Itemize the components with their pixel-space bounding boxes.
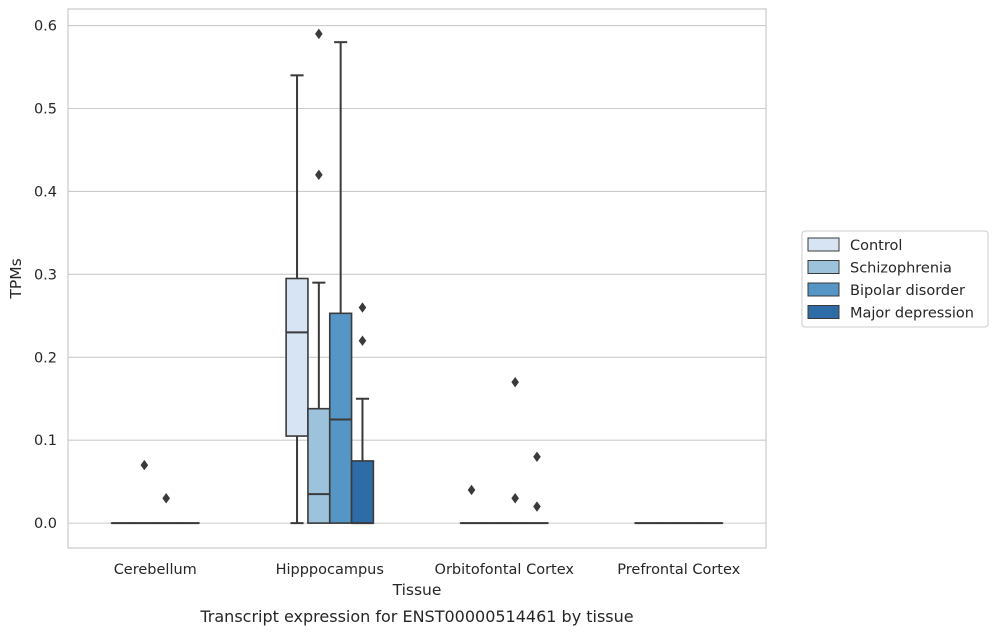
outlier-point <box>358 302 367 313</box>
box-1-0 <box>285 74 309 525</box>
legend: Control Schizophrenia Bipolar disorder Majo… <box>801 230 989 328</box>
box-2-2 <box>503 376 527 525</box>
outlier-point <box>533 451 541 462</box>
outlier-point <box>315 28 323 40</box>
outlier-point <box>467 484 476 496</box>
outlier-point <box>511 493 519 504</box>
box-body <box>350 460 375 524</box>
legend-swatch <box>807 305 840 319</box>
legend-swatch <box>807 282 840 297</box>
outlier-point <box>358 335 367 346</box>
box-body <box>307 407 331 524</box>
legend-frame <box>801 230 989 328</box>
y-tick-label: 0.5 <box>34 102 57 118</box>
x-axis-ticks: Cerebellum Hipppocampus Orbitofontal Corte… <box>114 562 741 578</box>
grid-lines <box>68 25 766 524</box>
chart-caption: Transcript expression for ENST0000051446… <box>199 607 633 626</box>
y-tick-label: 0.3 <box>34 267 57 283</box>
y-axis-ticks: 0.0 0.1 0.2 0.3 0.4 0.5 0.6 <box>34 19 57 533</box>
legend-label: Control <box>850 238 902 254</box>
y-tick-label: 0.4 <box>34 184 57 200</box>
outlier-point <box>511 376 519 388</box>
x-tick-label: Prefrontal Cortex <box>617 562 740 578</box>
legend-label: Major depression <box>850 306 974 322</box>
x-tick-label: Hipppocampus <box>276 562 384 578</box>
legend-swatch <box>807 237 840 252</box>
y-axis-title: TPMs <box>7 258 25 299</box>
legend-label: Schizophrenia <box>850 261 952 277</box>
box-2-3 <box>525 451 549 525</box>
box-series <box>110 28 724 525</box>
box-0-1 <box>132 459 157 525</box>
y-tick-label: 0.6 <box>34 19 57 35</box>
x-tick-label: Orbitofontal Cortex <box>435 562 575 578</box>
outlier-point <box>533 501 541 512</box>
box-body <box>285 277 309 437</box>
x-tick-label: Cerebellum <box>114 562 197 578</box>
legend-label: Bipolar disorder <box>850 283 965 299</box>
y-tick-label: 0.0 <box>34 516 57 532</box>
legend-swatch <box>807 260 840 274</box>
plot-area-frame <box>67 8 767 549</box>
y-tick-label: 0.2 <box>34 350 57 366</box>
box-body <box>328 312 353 524</box>
x-axis-title: Tissue <box>392 581 442 599</box>
box-1-2 <box>328 41 353 524</box>
box-0-2 <box>154 493 178 525</box>
outlier-point <box>162 493 170 504</box>
outlier-point <box>140 459 149 471</box>
y-tick-label: 0.1 <box>34 433 57 449</box>
box-2-0 <box>459 484 484 525</box>
box-1-3 <box>350 302 375 525</box>
outlier-point <box>315 169 323 181</box>
box-1-1 <box>307 28 331 524</box>
